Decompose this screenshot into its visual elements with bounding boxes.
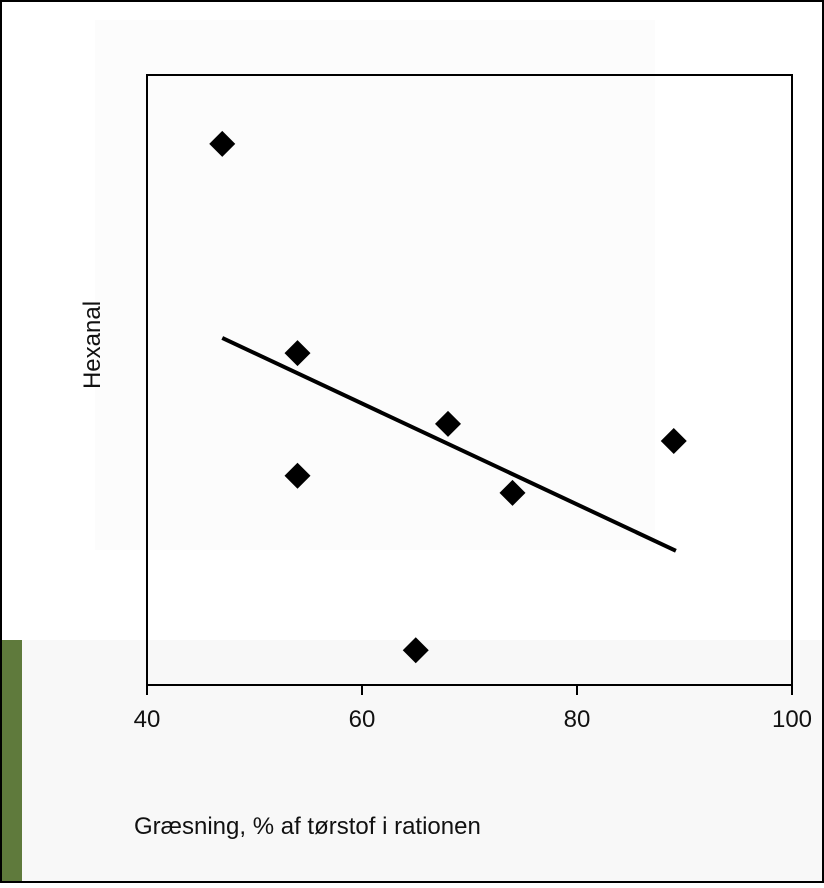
data-point xyxy=(209,130,236,157)
x-tick-label: 40 xyxy=(134,706,161,733)
x-tick-label: 80 xyxy=(564,706,591,733)
data-point xyxy=(435,410,461,437)
data-point xyxy=(660,428,687,454)
data-point xyxy=(499,479,526,506)
trendline xyxy=(221,336,677,553)
x-axis-label: Græsning, % af tørstof i rationen xyxy=(134,813,481,840)
y-axis-label: Hexanal xyxy=(79,301,106,389)
data-point xyxy=(284,462,311,489)
lower-bg xyxy=(22,640,824,883)
photo-fragment xyxy=(0,640,22,883)
panel-bg xyxy=(95,20,655,550)
plot-frame xyxy=(146,74,793,686)
x-tick-label: 60 xyxy=(349,706,376,733)
data-point xyxy=(284,340,311,367)
x-tick-label: 100 xyxy=(772,706,812,733)
data-point xyxy=(402,637,429,664)
